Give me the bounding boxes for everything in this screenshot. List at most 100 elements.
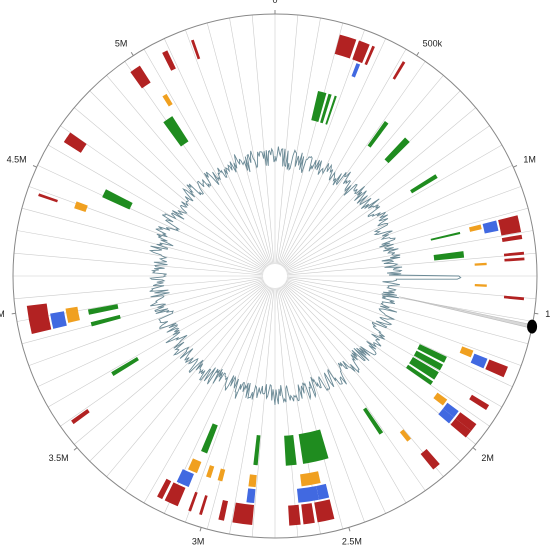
spoke-line [37, 280, 265, 387]
spoke-line [286, 230, 534, 275]
feature-block-orange [399, 429, 412, 442]
feature-block-green [311, 90, 327, 122]
feature-block-red [38, 193, 58, 203]
spoke-line [280, 286, 407, 504]
feature-block-red [190, 39, 201, 60]
tick-mark [348, 527, 351, 532]
tick-mark [32, 165, 37, 168]
feature-block-orange [459, 346, 474, 358]
feature-block-orange [474, 262, 487, 266]
spoke-line [106, 284, 268, 477]
feature-block-red [504, 257, 525, 262]
spoke-line [285, 281, 503, 408]
spoke-line [286, 186, 522, 273]
spoke-line [280, 48, 407, 266]
feature-block-red [164, 482, 186, 507]
feature-block-blue [351, 63, 361, 78]
spoke-line [47, 144, 265, 271]
feature-block-orange [433, 392, 448, 406]
spoke-line [283, 107, 476, 269]
feature-block-red [188, 491, 198, 512]
marker-band [399, 296, 533, 329]
spoke-line [74, 283, 267, 445]
feature-block-blue [442, 402, 459, 418]
feature-block-green [90, 314, 121, 327]
feature-block-red [503, 295, 525, 301]
feature-block-green [87, 304, 119, 315]
spoke-line [89, 90, 267, 268]
tick-mark [513, 165, 518, 168]
tick-label: 0 [272, 0, 277, 5]
spoke-line [229, 287, 274, 535]
marker-group [399, 296, 538, 334]
feature-block-blue [296, 485, 320, 503]
feature-block-orange [474, 283, 487, 287]
spoke-line [286, 276, 537, 300]
spoke-line [37, 165, 265, 272]
feature-block-green [417, 344, 447, 363]
feature-block-red [301, 503, 315, 525]
feature-block-green [201, 423, 218, 454]
spoke-line [16, 230, 264, 275]
spoke-line [28, 279, 264, 366]
feature-block-red [469, 394, 490, 410]
feature-block-orange [217, 468, 226, 482]
spoke-line [206, 287, 273, 530]
tick-label: 1.5M [545, 309, 550, 319]
feature-block-green [410, 174, 438, 194]
feature-block-red [162, 50, 176, 71]
feature-block-orange [206, 465, 215, 478]
spoke-line [185, 29, 272, 265]
spoke-line [229, 17, 274, 265]
feature-block-red [199, 495, 208, 516]
spoke-line [185, 287, 272, 523]
tick-mark [73, 447, 78, 451]
spoke-line [284, 125, 490, 270]
feature-block-green [367, 121, 389, 148]
spoke-line [284, 282, 490, 427]
feature-block-red [352, 40, 370, 64]
feature-block-green [433, 251, 465, 261]
spoke-line [106, 75, 268, 268]
spoke-line [286, 277, 534, 322]
tick-mark [416, 51, 420, 56]
spoke-line [286, 279, 522, 366]
tick-label: 2.5M [342, 536, 362, 546]
spoke-line [143, 286, 270, 504]
feature-block-green [409, 357, 439, 380]
spoke-line [164, 38, 271, 266]
tick-mark [11, 312, 16, 315]
feature-block-green [320, 93, 332, 124]
feature-block-green [384, 137, 410, 164]
spoke-line [13, 276, 264, 300]
feature-block-red [503, 251, 525, 257]
tick-label: 500k [423, 38, 443, 48]
spoke-line [89, 284, 267, 462]
feature-block-orange [300, 471, 321, 487]
feature-block-blue [316, 483, 330, 500]
feature-block-red [501, 234, 523, 242]
tick-mark [534, 312, 539, 315]
spoke-line [285, 144, 503, 271]
feature-block-orange [468, 224, 482, 232]
spoke-line [285, 165, 513, 272]
feature-block-blue [438, 408, 454, 424]
spoke-line [285, 280, 513, 387]
spoke-line [277, 22, 344, 265]
feature-block-red [218, 500, 229, 521]
spoke-line [286, 207, 529, 274]
feature-block-red [26, 303, 52, 335]
feature-block-red [420, 448, 440, 470]
marker-dot [527, 319, 538, 334]
spoke-line [251, 14, 275, 265]
feature-block-green [284, 434, 297, 466]
spoke-line [47, 281, 265, 408]
spoke-line [21, 278, 264, 345]
spoke-line [278, 287, 365, 523]
spoke-line [124, 61, 269, 267]
features-group [26, 34, 525, 526]
feature-block-green [163, 116, 189, 147]
tick-mark [472, 447, 477, 451]
feature-block-red [232, 502, 255, 525]
